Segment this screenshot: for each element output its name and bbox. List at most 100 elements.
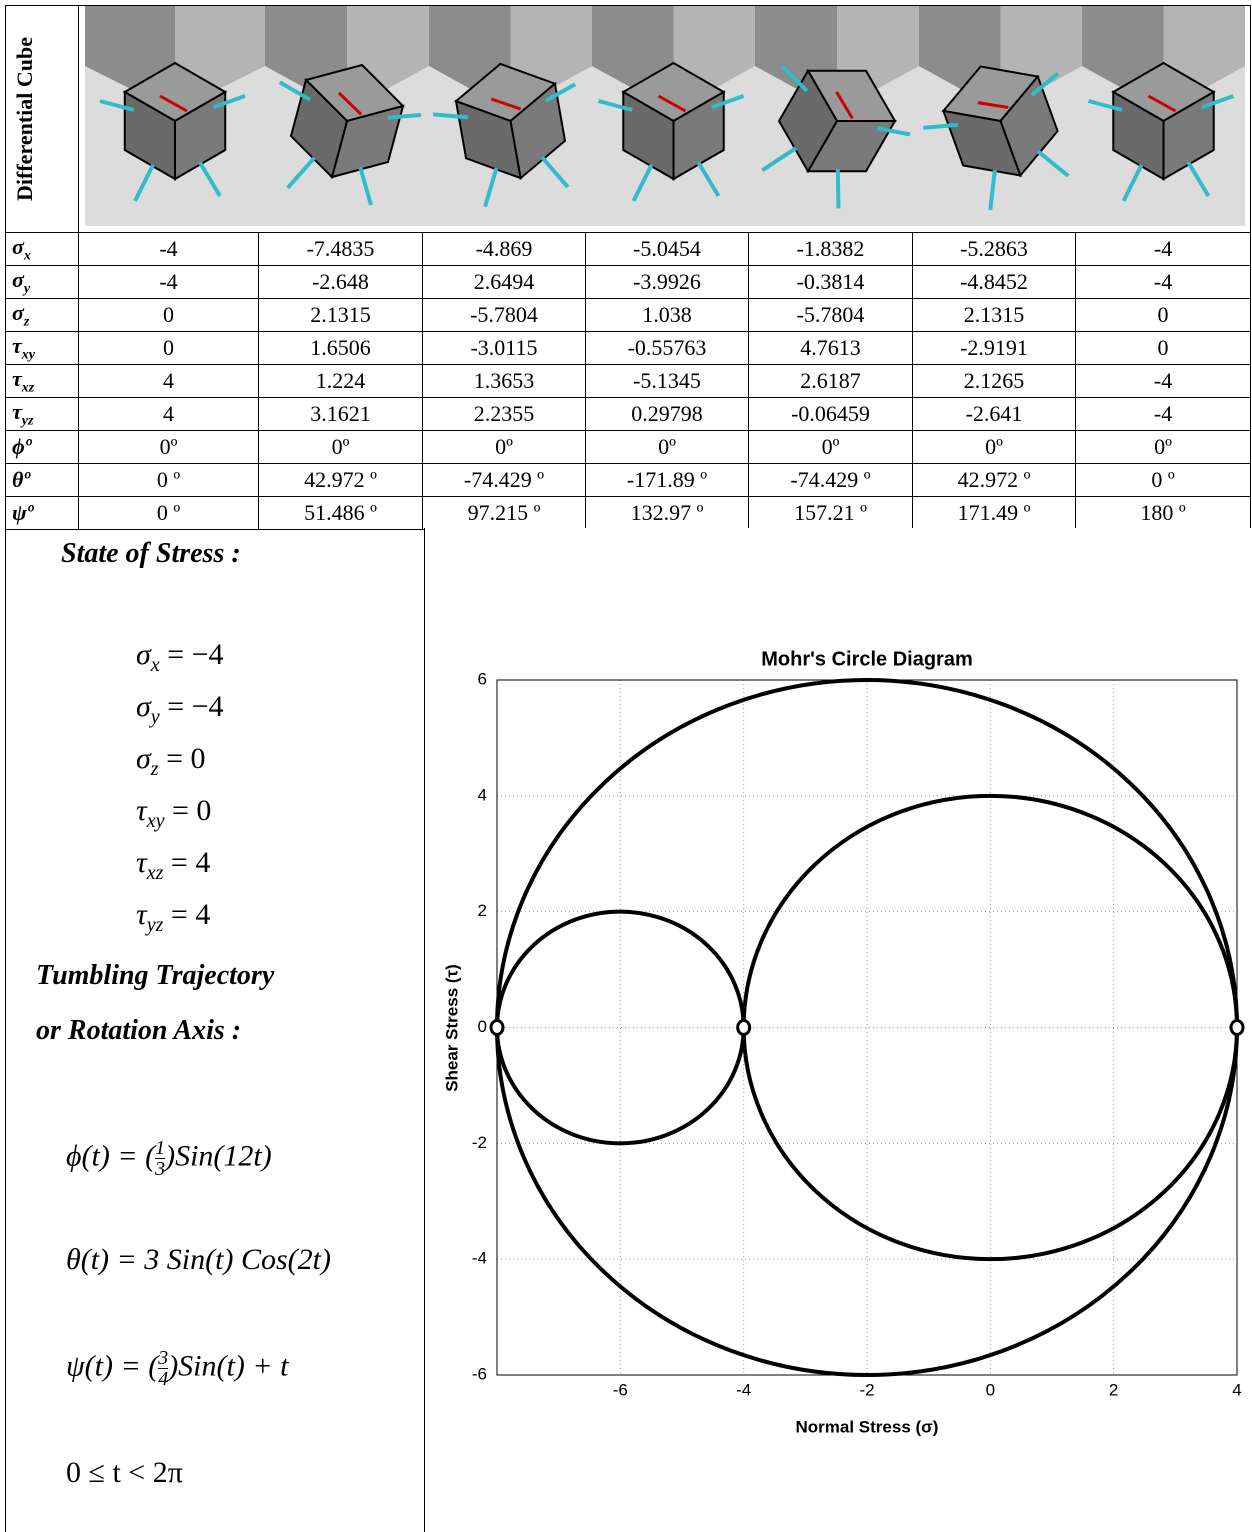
cube-strip [85, 6, 1245, 226]
eq-rhs: = −4 [167, 638, 223, 671]
row-subscript: x [24, 248, 31, 263]
section-title: State of Stress : [61, 538, 241, 570]
table-cell: -4.8452 [913, 266, 1076, 299]
table-cell: 0º [1076, 431, 1251, 464]
table-cell: -2.648 [259, 266, 423, 299]
table-cell: 42.972 º [259, 464, 423, 497]
table-cell: 2.6187 [749, 365, 913, 398]
eq-lhs: ψ(t) = ( [66, 1349, 158, 1382]
eq-rhs: )Sin(12t) [165, 1139, 272, 1172]
table-cell: 4 [79, 365, 259, 398]
row-symbol: σ [12, 300, 24, 325]
table-cell: -74.429 º [423, 464, 586, 497]
table-cell: 2.1265 [913, 365, 1076, 398]
equation: ϕ(t) = (13)Sin(12t) [66, 1138, 272, 1179]
fraction: 34 [158, 1348, 168, 1389]
eq-subscript: xy [147, 810, 165, 832]
equation: σx = −4 [136, 638, 224, 677]
row-symbol: τ [12, 399, 22, 424]
table-cell: -4 [1076, 398, 1251, 431]
eq-symbol: σ [136, 638, 151, 671]
table-cell: -5.1345 [586, 365, 749, 398]
table-cell: -5.0454 [586, 233, 749, 266]
table-cell: 97.215 º [423, 497, 586, 530]
table-row: ϕº0º0º0º0º0º0º0º [6, 431, 1251, 464]
y-tick-label: 4 [478, 785, 487, 804]
table-cell: 2.1315 [259, 299, 423, 332]
row-symbol: σ [12, 234, 24, 259]
x-tick-label: 4 [1232, 1380, 1241, 1399]
eq-subscript: z [151, 758, 159, 780]
x-tick-label: -2 [859, 1380, 874, 1399]
table-cell: 0 [1076, 299, 1251, 332]
row-label: ϕº [6, 431, 79, 464]
eq-rhs: = 4 [171, 846, 210, 879]
x-axis-label: Normal Stress (σ) [796, 1417, 939, 1436]
table-cell: 0º [79, 431, 259, 464]
table-cell: 0º [259, 431, 423, 464]
left-panel: State of Stress : σx = −4 σy = −4 σ z = 0 τx… [5, 528, 425, 1532]
table-cell: 0 º [1076, 464, 1251, 497]
row-symbol: ψº [12, 500, 33, 525]
table-cell: 157.21 º [749, 497, 913, 530]
eq-subscript: yz [147, 914, 164, 936]
principal-stress-marker [491, 1021, 503, 1035]
eq-lhs: θ(t) = 3 Sin(t) Cos(2t) [66, 1243, 331, 1276]
row-label: τxy [6, 332, 79, 365]
eq-subscript: x [151, 654, 160, 676]
table-cell: 0 º [79, 464, 259, 497]
table-cell: 132.97 º [586, 497, 749, 530]
table-cell: -0.06459 [749, 398, 913, 431]
table-cell: 51.486 º [259, 497, 423, 530]
x-tick-label: 0 [986, 1380, 995, 1399]
row-subscript: xz [22, 380, 34, 395]
table-cell: 0 [79, 332, 259, 365]
table-cell: 1.038 [586, 299, 749, 332]
table-row: σx-4-7.4835-4.869-5.0454-1.8382-5.2863-4 [6, 233, 1251, 266]
table-row: τxy01.6506-3.0115-0.557634.7613-2.91910 [6, 332, 1251, 365]
eq-subscript: y [151, 706, 160, 728]
page: Differential Cube σx-4-7.4835-4.869-5.04… [0, 0, 1252, 1532]
table-cell: -4 [1076, 365, 1251, 398]
chart-title: Mohr's Circle Diagram [761, 648, 972, 670]
row-label: τxz [6, 365, 79, 398]
table-cell: -5.2863 [913, 233, 1076, 266]
principal-stress-marker [738, 1021, 750, 1035]
row-symbol: τ [12, 366, 22, 391]
denominator: 3 [155, 1159, 165, 1179]
table-cell: -5.7804 [749, 299, 913, 332]
principal-stress-marker [1231, 1021, 1243, 1035]
table-cell: 1.3653 [423, 365, 586, 398]
y-tick-label: 6 [478, 669, 487, 688]
table-cell: -5.7804 [423, 299, 586, 332]
table-cell: 0º [423, 431, 586, 464]
equation: τxz = 4 [136, 846, 210, 885]
numerator: 3 [158, 1348, 168, 1369]
eq-rhs: )Sin(t) + t [168, 1349, 288, 1382]
table-cell: -4 [79, 266, 259, 299]
eq-lhs: ϕ(t) = ( [66, 1139, 155, 1172]
equation: τyz = 4 [136, 898, 210, 937]
cube-images [79, 6, 1251, 233]
eq-rhs: = 4 [171, 898, 210, 931]
y-tick-label: 0 [478, 1017, 487, 1036]
table-cell: 0.29798 [586, 398, 749, 431]
eq-rhs: = 0 [166, 742, 205, 775]
row-label: θº [6, 464, 79, 497]
numerator: 1 [155, 1138, 165, 1159]
eq-subscript: xz [147, 862, 164, 884]
equation: σy = −4 [136, 690, 224, 729]
table-cell: 0º [749, 431, 913, 464]
row-label: ψº [6, 497, 79, 530]
y-tick-label: -2 [472, 1133, 487, 1152]
table-cell: 2.1315 [913, 299, 1076, 332]
section-title: Tumbling Trajectory [36, 960, 274, 992]
equation: θ(t) = 3 Sin(t) Cos(2t) [66, 1243, 331, 1277]
table-cell: 42.972 º [913, 464, 1076, 497]
table-cell: 4.7613 [749, 332, 913, 365]
